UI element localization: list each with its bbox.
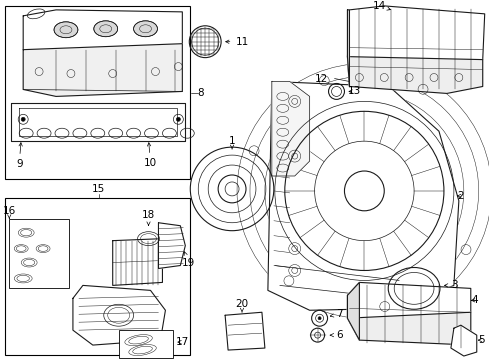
Text: 8: 8 [197, 89, 203, 98]
Text: 15: 15 [92, 184, 105, 194]
Bar [9, 219, 69, 288]
Text: 6: 6 [330, 330, 343, 340]
Circle shape [176, 117, 180, 121]
Polygon shape [347, 312, 471, 345]
Polygon shape [451, 325, 477, 356]
Polygon shape [158, 223, 185, 269]
Bar [5, 198, 190, 355]
Text: 3: 3 [444, 280, 458, 291]
Text: 10: 10 [144, 143, 157, 168]
Text: 20: 20 [236, 299, 248, 312]
Text: 7: 7 [330, 309, 343, 319]
Text: 19: 19 [182, 252, 195, 267]
Text: 16: 16 [2, 206, 16, 219]
Bar [119, 330, 173, 358]
Polygon shape [347, 282, 359, 340]
Text: 14: 14 [373, 1, 391, 11]
Text: 5: 5 [478, 335, 485, 345]
Polygon shape [225, 312, 265, 350]
Polygon shape [268, 81, 459, 310]
Text: 9: 9 [16, 143, 23, 169]
Polygon shape [272, 81, 310, 176]
Text: 4: 4 [471, 295, 478, 305]
Polygon shape [23, 10, 182, 51]
Text: 13: 13 [348, 86, 361, 96]
Ellipse shape [94, 21, 118, 37]
Ellipse shape [134, 21, 157, 37]
Circle shape [318, 317, 321, 320]
Circle shape [21, 117, 25, 121]
Polygon shape [347, 10, 349, 86]
Polygon shape [113, 239, 163, 285]
Polygon shape [347, 282, 471, 325]
Text: 12: 12 [315, 73, 328, 84]
Bar [5, 6, 190, 179]
Text: 18: 18 [142, 210, 155, 225]
Text: 2: 2 [458, 191, 464, 201]
Polygon shape [73, 285, 166, 345]
Text: 11: 11 [226, 37, 248, 47]
Ellipse shape [54, 22, 78, 38]
Polygon shape [23, 44, 182, 96]
Polygon shape [347, 57, 483, 94]
Text: 1: 1 [229, 136, 235, 149]
Text: 17: 17 [176, 337, 189, 347]
Polygon shape [347, 6, 485, 67]
